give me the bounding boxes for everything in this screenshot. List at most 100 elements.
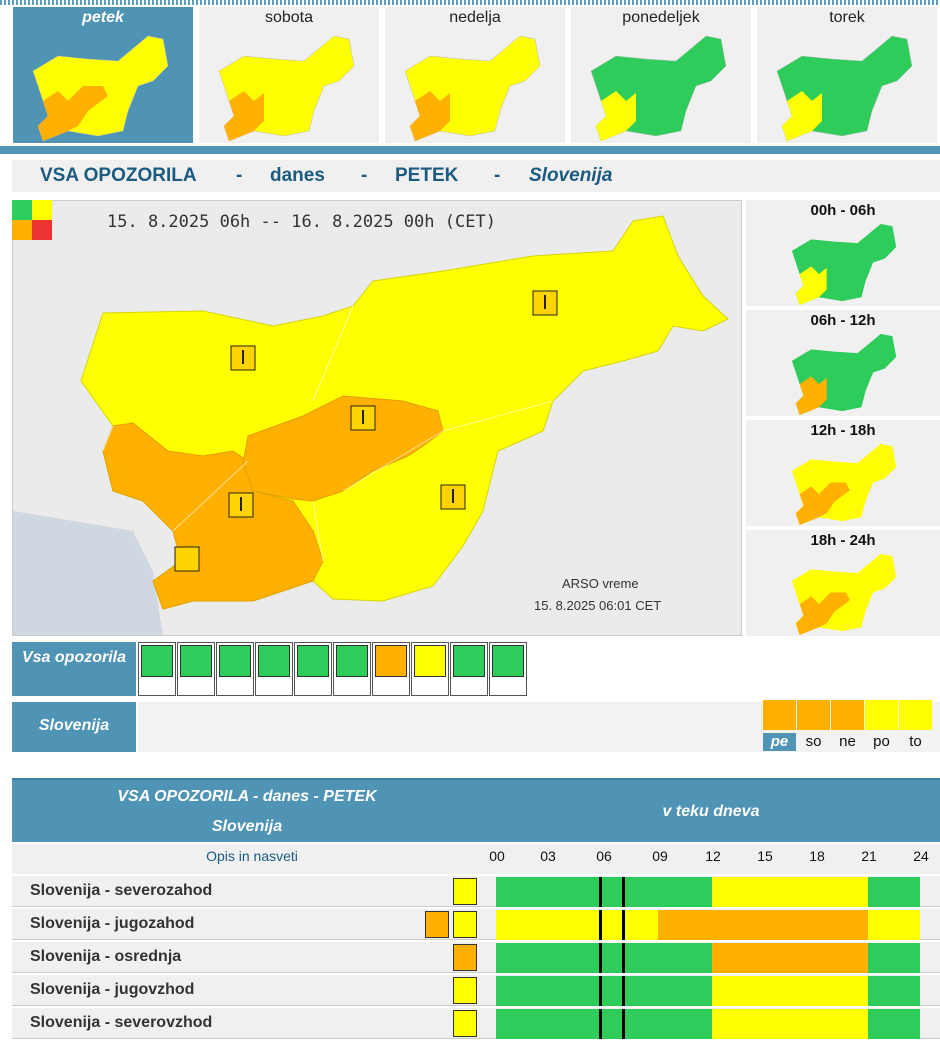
- high-temperature-icon[interactable]: [425, 911, 449, 938]
- high-temperature-icon[interactable]: [372, 642, 410, 696]
- high-temperature-icon[interactable]: [453, 1010, 477, 1037]
- wind-icon[interactable]: [138, 642, 176, 696]
- timeline-segment: [868, 877, 920, 907]
- table-row[interactable]: Slovenija - severovzhod: [12, 1008, 940, 1039]
- slovenia-mini-map: [776, 35, 913, 141]
- slovenia-mini-map: [218, 35, 355, 141]
- period-12-18[interactable]: 12h - 18h: [746, 420, 940, 526]
- table-row[interactable]: Slovenija - severozahod: [12, 876, 940, 907]
- all-warnings-label[interactable]: Vsa opozorila: [12, 642, 136, 696]
- hour-label: 21: [861, 848, 877, 864]
- slovenia-mini-map: [32, 35, 169, 141]
- timeline-segment: [712, 1009, 868, 1039]
- table-subheader: Opis in nasveti 00 03 06 09 12 15 18 21 …: [12, 844, 940, 874]
- description-link[interactable]: Opis in nasveti: [206, 848, 298, 864]
- region-label[interactable]: Slovenija: [12, 702, 136, 752]
- period-mini-map: [791, 223, 897, 305]
- period-label: 06h - 12h: [810, 312, 876, 329]
- title-part-day: PETEK: [395, 165, 459, 186]
- map-issued-time: 15. 8.2025 06:01 CET: [534, 598, 662, 613]
- snow-icon[interactable]: [255, 642, 293, 696]
- timeline-segment: [868, 910, 920, 940]
- day-short-po[interactable]: po: [873, 733, 890, 750]
- title-separator: -: [236, 165, 243, 186]
- current-time-marker: [599, 910, 602, 940]
- day-tab-nedelja[interactable]: nedelja: [385, 7, 565, 143]
- timeline-segment: [496, 943, 712, 973]
- period-mini-map: [791, 553, 897, 635]
- current-time-marker: [599, 877, 602, 907]
- rain-icon[interactable]: [177, 642, 215, 696]
- slovenia-mini-map: [404, 35, 541, 141]
- low-temperature-icon[interactable]: [333, 642, 371, 696]
- period-18-24[interactable]: 18h - 24h: [746, 530, 940, 636]
- table-row[interactable]: Slovenija - jugozahod: [12, 909, 940, 940]
- period-label: 18h - 24h: [810, 532, 876, 549]
- day-color-ne: [831, 700, 864, 730]
- timeline-segment: [496, 1009, 712, 1039]
- top-dotted-line: [0, 0, 940, 5]
- fire-icon[interactable]: [453, 911, 477, 938]
- day-tab-label: nedelja: [449, 9, 501, 26]
- table-region: Slovenija: [211, 818, 283, 835]
- period-06-12[interactable]: 06h - 12h: [746, 310, 940, 416]
- day-short-ne[interactable]: ne: [839, 733, 856, 750]
- table-row[interactable]: Slovenija - jugovzhod: [12, 975, 940, 1006]
- row-region-name: Slovenija - severozahod: [30, 882, 213, 899]
- timeline-segment: [496, 910, 658, 940]
- period-label: 00h - 06h: [810, 202, 876, 219]
- day-short-to[interactable]: to: [909, 733, 922, 750]
- hour-label: 00: [489, 848, 505, 864]
- coastal-icon[interactable]: [450, 642, 488, 696]
- snow-ice-icon[interactable]: [294, 642, 332, 696]
- title-separator: -: [494, 165, 501, 186]
- day-tab-label: sobota: [264, 9, 314, 26]
- day-tab-label: torek: [829, 9, 865, 26]
- hour-label: 09: [652, 848, 668, 864]
- timeline-segment: [868, 976, 920, 1006]
- divider-bar: [0, 146, 940, 154]
- title-separator: -: [361, 165, 368, 186]
- current-time-marker: [622, 1009, 625, 1039]
- title-part-today: danes: [270, 165, 325, 186]
- current-time-marker: [622, 976, 625, 1006]
- current-time-marker: [622, 877, 625, 907]
- fog-icon[interactable]: [489, 642, 527, 696]
- row-region-name: Slovenija - severovzhod: [30, 1014, 213, 1031]
- period-label: 12h - 18h: [810, 422, 876, 439]
- table-timeline-title: v teku dneva: [662, 803, 760, 820]
- timeline-segment: [868, 943, 920, 973]
- day-tab-torek[interactable]: torek: [757, 7, 937, 143]
- high-temperature-icon[interactable]: [453, 878, 477, 905]
- current-time-marker: [599, 943, 602, 973]
- hour-label: 06: [596, 848, 612, 864]
- thunderstorm-icon[interactable]: [216, 642, 254, 696]
- row-region-name: Slovenija - jugovzhod: [30, 981, 195, 998]
- timeline-segment: [712, 976, 868, 1006]
- period-00-06[interactable]: 00h - 06h: [746, 200, 940, 306]
- warning-map[interactable]: [12, 200, 742, 636]
- day-tab-petek[interactable]: petek: [13, 7, 193, 143]
- day-color-to: [899, 700, 932, 730]
- day-short-pe[interactable]: pe: [763, 733, 796, 751]
- row-region-name: Slovenija - osrednja: [30, 948, 182, 965]
- fire-icon[interactable]: [411, 642, 449, 696]
- timeline-segment: [712, 877, 868, 907]
- high-temperature-icon[interactable]: [453, 944, 477, 971]
- timeline-segment: [712, 943, 868, 973]
- timeline-segment: [496, 877, 712, 907]
- current-time-marker: [599, 976, 602, 1006]
- title-part-all-warnings: VSA OPOZORILA: [40, 165, 197, 186]
- day-tab-ponedeljek[interactable]: ponedeljek: [571, 7, 751, 143]
- day-tab-sobota[interactable]: sobota: [199, 7, 379, 143]
- title-part-region: Slovenija: [529, 165, 613, 186]
- timeline-segment: [658, 910, 868, 940]
- slovenia-region-map: [13, 201, 741, 635]
- day-color-po: [865, 700, 898, 730]
- table-header: VSA OPOZORILA - danes - PETEK Slovenija …: [12, 778, 940, 842]
- day-short-so[interactable]: so: [805, 733, 822, 750]
- high-temperature-icon[interactable]: [453, 977, 477, 1004]
- hour-label: 15: [757, 848, 773, 864]
- table-row[interactable]: Slovenija - osrednja: [12, 942, 940, 973]
- hour-label: 03: [540, 848, 556, 864]
